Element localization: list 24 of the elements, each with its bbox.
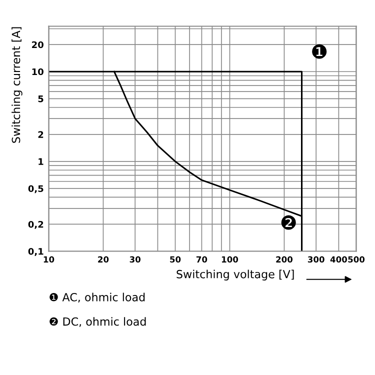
text: ❷ DC, ohmic load [50,317,146,327]
x-axis-title: Switching voltage [V] [176,270,294,280]
x-tick-label: 400 [330,256,348,263]
x-tick-label: 300 [308,256,324,263]
x-tick-label: 10 [44,256,54,263]
x-tick-label: 200 [276,256,293,263]
y-tick-label: 0,2 [28,220,44,229]
y-tick-label: 20 [32,41,44,48]
text: ❶ AC, ohmic load [50,292,145,302]
x-tick-label: 70 [196,256,208,263]
y-tick-label: 0,5 [28,185,44,194]
y-axis-title: Switching current [A] [12,27,22,143]
y-tick-label: 1 [38,158,44,165]
x-tick-label: 500 [348,256,365,263]
annotation: ❶ [312,44,327,59]
x-tick-label: 20 [98,256,109,263]
annotation: ❷ [281,215,296,230]
y-tick-label: 2 [38,131,44,138]
y-tick-label: 0,1 [28,248,44,256]
y-tick-label: 5 [38,96,44,102]
x-tick-label: 30 [130,256,141,263]
y-tick-label: 10 [32,68,44,76]
x-tick-label: 50 [170,256,181,263]
x-tick-label: 100 [222,256,238,263]
